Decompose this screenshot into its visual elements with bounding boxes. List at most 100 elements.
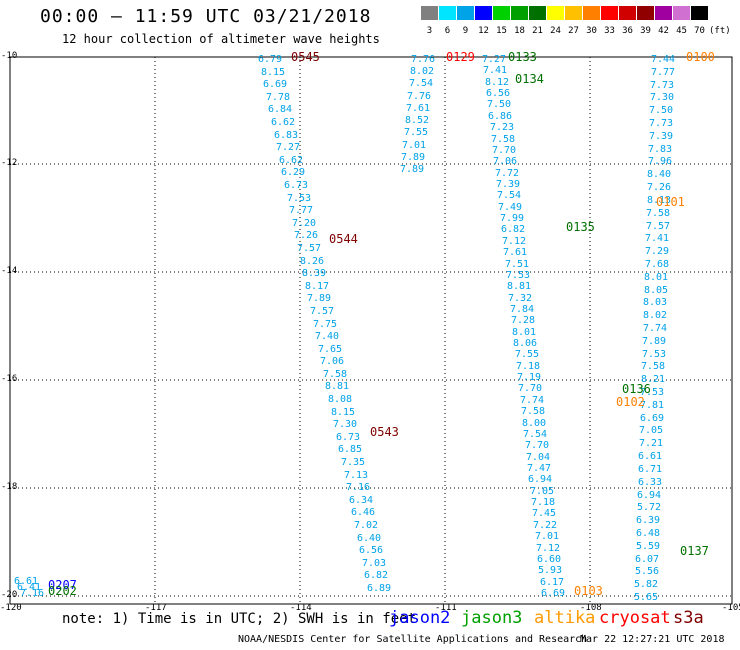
y-tick-label: -10	[1, 51, 18, 61]
wave-height-value: 7.53	[640, 387, 665, 398]
wave-height-value: 7.54	[523, 429, 548, 440]
satellite-name-jason2: jason2	[389, 608, 451, 628]
scale-swatch	[511, 6, 528, 20]
pass-time-label: 0100	[686, 50, 715, 64]
gridlines	[10, 57, 732, 604]
wave-height-value: 7.04	[526, 452, 551, 463]
chart-title: 00:00 – 11:59 UTC 03/21/2018	[40, 6, 372, 27]
wave-height-value: 8.01	[512, 327, 537, 338]
wave-height-value: 6.69	[263, 79, 288, 90]
wave-height-value: 7.75	[313, 319, 338, 330]
wave-height-value: 6.07	[635, 554, 660, 565]
wave-height-value: 7.23	[490, 122, 515, 133]
wave-height-value: 7.16	[346, 482, 371, 493]
pass-time-label: 0207	[48, 578, 77, 592]
wave-height-value: 7.74	[520, 395, 545, 406]
wave-height-value: 7.57	[646, 221, 671, 232]
pass-time-label: 0202	[48, 584, 77, 598]
pass-time-label: 0129	[446, 50, 475, 64]
wave-height-value: 7.83	[648, 144, 673, 155]
wave-height-value: 8.05	[644, 285, 669, 296]
wave-height-value: 6.94	[637, 490, 662, 501]
wave-height-value: 7.01	[402, 140, 427, 151]
wave-height-value: 6.69	[541, 588, 566, 599]
pass-time-label: 0133	[508, 50, 537, 64]
footer-credit: NOAA/NESDIS Center for Satellite Applica…	[238, 634, 588, 645]
wave-height-value: 7.16	[20, 588, 45, 599]
wave-height-value: 8.03	[643, 297, 668, 308]
wave-height-value: 6.60	[537, 554, 562, 565]
scale-swatch	[475, 6, 492, 20]
wave-height-value: 6.73	[284, 180, 309, 191]
wave-height-value: 8.02	[410, 66, 435, 77]
wave-height-value: 8.81	[507, 281, 532, 292]
scale-swatch	[601, 6, 618, 20]
pass-time-label: 0102	[616, 395, 645, 409]
wave-height-value: 7.53	[287, 193, 312, 204]
scale-label: (ft)	[709, 26, 731, 36]
wave-height-value: 7.77	[651, 67, 676, 78]
wave-height-value: 5.82	[634, 579, 659, 590]
wave-height-value: 6.89	[367, 583, 392, 594]
scale-label: 12	[478, 26, 489, 36]
x-tick-label: -114	[290, 603, 312, 613]
wave-height-value: 7.58	[491, 134, 516, 145]
x-tick-label: -120	[0, 603, 22, 613]
wave-height-value: 7.70	[518, 383, 543, 394]
wave-height-value: 7.55	[515, 349, 540, 360]
wave-height-value: 6.84	[268, 104, 293, 115]
scale-label: 70	[694, 26, 705, 36]
wave-height-value: 7.05	[639, 425, 664, 436]
wave-height-value: 7.06	[493, 156, 518, 167]
wave-height-value: 7.41	[483, 65, 508, 76]
wave-height-value: 6.83	[274, 130, 299, 141]
scale-label: 15	[496, 26, 507, 36]
wave-height-value: 7.70	[525, 440, 550, 451]
wave-height-value: 7.45	[532, 508, 557, 519]
wave-height-value: 6.82	[364, 570, 389, 581]
wave-height-value: 7.40	[315, 331, 340, 342]
wave-height-value: 7.84	[510, 304, 535, 315]
wave-height-value: 7.13	[344, 470, 369, 481]
wave-height-value: 7.35	[341, 457, 366, 468]
wave-height-value: 7.18	[531, 497, 556, 508]
wave-height-value: 8.00	[522, 418, 547, 429]
wave-height-value: 7.89	[400, 164, 425, 175]
wave-height-value: 8.15	[261, 67, 286, 78]
wave-height-value: 6.39	[636, 515, 661, 526]
scale-label: 27	[568, 26, 579, 36]
scale-label: 30	[586, 26, 597, 36]
wave-height-value: 5.72	[637, 502, 662, 513]
x-tick-label: -111	[435, 603, 457, 613]
scale-label: 3	[426, 26, 433, 36]
scale-swatch	[493, 6, 510, 20]
wave-height-value: 7.47	[527, 463, 552, 474]
y-tick-label: -18	[1, 482, 18, 492]
scale-swatch	[673, 6, 690, 20]
wave-height-value: 6.46	[351, 507, 376, 518]
scale-label: 42	[658, 26, 669, 36]
scale-swatch	[439, 6, 456, 20]
wave-height-value: 7.39	[649, 131, 674, 142]
wave-height-value: 6.29	[281, 167, 306, 178]
wave-height-value: 7.55	[404, 127, 429, 138]
wave-height-value: 7.76	[411, 54, 436, 65]
wave-height-value: 7.19	[517, 372, 542, 383]
y-tick-label: -12	[1, 158, 18, 168]
wave-height-value: 6.86	[488, 111, 513, 122]
scale-swatch	[619, 6, 636, 20]
wave-height-value: 7.03	[362, 558, 387, 569]
wave-height-value: 7.70	[492, 145, 517, 156]
footer-timestamp: Mar 22 12:27:21 UTC 2018	[580, 634, 725, 645]
wave-height-value: 6.82	[501, 224, 526, 235]
satellite-name-s3a: s3a	[673, 608, 704, 628]
wave-height-value: 7.58	[646, 208, 671, 219]
pass-time-label: 0136	[622, 382, 651, 396]
chart-subtitle: 12 hour collection of altimeter wave hei…	[62, 32, 380, 46]
wave-height-value: 7.39	[496, 179, 521, 190]
wave-height-value: 6.17	[540, 577, 565, 588]
pass-time-label: 0544	[329, 232, 358, 246]
pass-time-label: 0543	[370, 425, 399, 439]
wave-height-value: 7.26	[647, 182, 672, 193]
